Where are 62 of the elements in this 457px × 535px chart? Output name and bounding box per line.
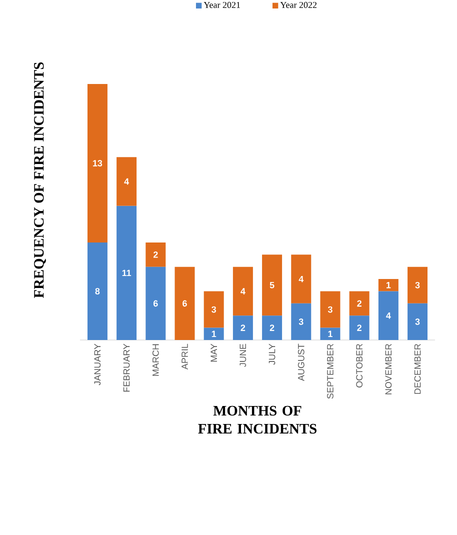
- bar: [378, 279, 398, 292]
- bar: [320, 291, 340, 328]
- bar: [320, 328, 340, 340]
- data-label: 1: [328, 330, 332, 337]
- bar: [87, 242, 108, 340]
- x-tick-label: NOVEMBER: [385, 344, 392, 394]
- bar: [116, 157, 137, 206]
- data-label: 6: [153, 300, 158, 307]
- bar: [146, 266, 166, 340]
- y-axis-title: FREQUENCY OF FIRE INCIDENTS: [34, 62, 46, 298]
- bar: [262, 254, 282, 316]
- data-label: 3: [415, 318, 420, 325]
- data-label: 13: [93, 160, 102, 166]
- bar: [291, 303, 312, 340]
- bar: [204, 328, 224, 340]
- data-label: 2: [153, 252, 158, 258]
- data-label: 4: [298, 276, 304, 282]
- data-label: 4: [124, 178, 130, 185]
- x-tick-label: APRIL: [182, 344, 188, 370]
- x-tick-label: AUGUST: [298, 344, 304, 382]
- x-tick-label: OCTOBER: [356, 344, 363, 388]
- bar: [87, 84, 108, 242]
- data-label: 5: [270, 282, 274, 288]
- data-label: 2: [240, 324, 246, 331]
- data-label: 3: [328, 306, 332, 313]
- x-tick-label: JULY: [268, 344, 276, 365]
- x-tick-label: MARCH: [152, 344, 159, 376]
- data-label: 3: [415, 282, 420, 288]
- x-tick-label: FEBRUARY: [123, 344, 130, 392]
- data-label: 2: [270, 324, 274, 331]
- bar: [116, 206, 137, 340]
- x-tick-label: JUNE: [240, 344, 246, 367]
- bar: [378, 291, 398, 340]
- data-label: 3: [212, 306, 216, 313]
- bar: [291, 254, 312, 304]
- data-label: 2: [357, 324, 362, 331]
- bar: [349, 316, 370, 340]
- x-axis-title: MONTHS OF FIRE INCIDENTS: [198, 406, 316, 434]
- data-label: 2: [357, 300, 362, 307]
- x-tick-label: JANUARY: [94, 344, 101, 386]
- data-label: 4: [386, 312, 391, 319]
- bar: [408, 266, 428, 304]
- bar: [408, 303, 428, 340]
- bar: [204, 291, 224, 328]
- legend-label: Year 2021: [204, 2, 240, 8]
- bar: [232, 266, 253, 316]
- data-label: 4: [240, 288, 246, 294]
- bar: [174, 266, 195, 340]
- data-label: 6: [182, 300, 187, 307]
- bar: [232, 316, 253, 340]
- data-label: 1: [386, 282, 391, 288]
- data-label: 3: [298, 318, 304, 325]
- data-label: 1: [212, 330, 216, 337]
- legend-label: Year 2022: [280, 2, 317, 8]
- bar: [262, 316, 282, 340]
- x-tick-label: SEPTEMBER: [327, 344, 334, 399]
- bar: [349, 291, 370, 316]
- bar: [146, 242, 166, 267]
- data-label: 11: [122, 270, 132, 276]
- data-label: 8: [95, 288, 100, 294]
- x-tick-label: MAY: [210, 344, 217, 362]
- x-tick-label: DECEMBER: [414, 344, 421, 394]
